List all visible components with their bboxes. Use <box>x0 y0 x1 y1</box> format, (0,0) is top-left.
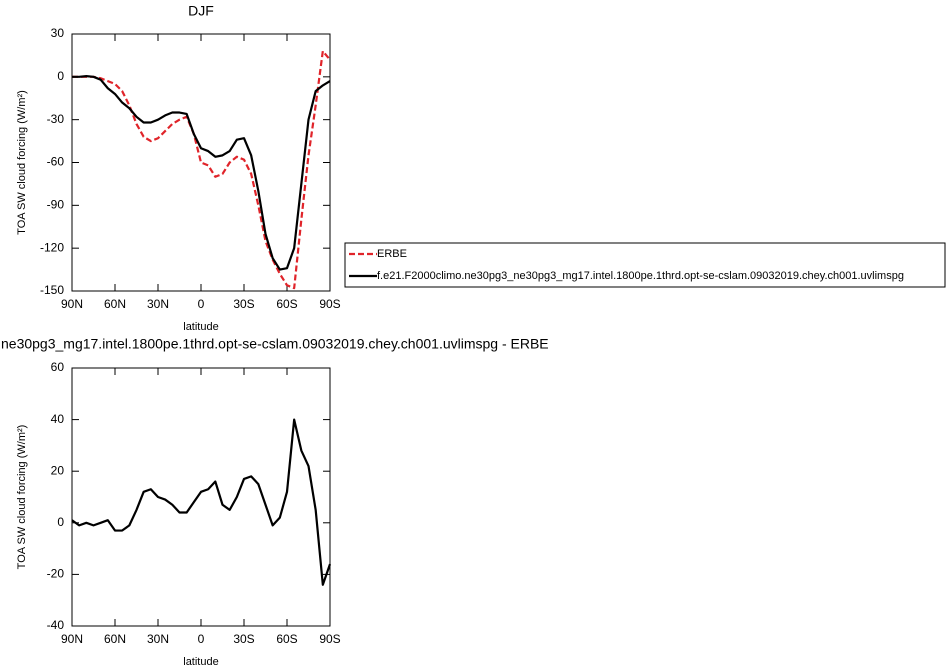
plot-frame <box>71 33 331 292</box>
y-tick-label: -60 <box>47 155 65 169</box>
legend-label: f.e21.F2000climo.ne30pg3_ne30pg3_mg17.in… <box>377 270 904 282</box>
x-tick-label: 90S <box>319 297 340 311</box>
y-tick-label: -90 <box>47 198 65 212</box>
data-line <box>72 75 331 271</box>
legend-label: ERBE <box>377 248 407 260</box>
x-tick-label: 0 <box>198 297 205 311</box>
data-line <box>71 418 332 586</box>
y-tick-label: 0 <box>57 69 64 83</box>
x-tick-label: 30S <box>233 632 254 646</box>
x-tick-label: 60N <box>104 632 126 646</box>
x-tick-label: 30S <box>233 297 254 311</box>
y-tick-label: 20 <box>51 463 65 477</box>
y-tick-label: -30 <box>47 112 65 126</box>
data-line <box>72 50 331 290</box>
y-tick-label: -150 <box>40 283 64 297</box>
x-tick-label: 90N <box>61 632 83 646</box>
chart-title: ne30pg3_mg17.intel.1800pe.1thrd.opt-se-c… <box>1 336 549 352</box>
y-tick-label: 40 <box>51 412 65 426</box>
chart-title: DJF <box>188 3 214 19</box>
x-tick-label: 30N <box>147 297 169 311</box>
x-axis-label: latitude <box>183 321 218 333</box>
plot-frame <box>71 367 331 627</box>
x-tick-label: 90N <box>61 297 83 311</box>
legend-box <box>344 242 946 288</box>
x-tick-label: 60N <box>104 297 126 311</box>
y-tick-label: -40 <box>47 618 65 632</box>
y-tick-label: -120 <box>40 240 64 254</box>
x-tick-label: 90S <box>319 632 340 646</box>
x-axis-label: latitude <box>183 656 218 668</box>
y-axis-label: TOA SW cloud forcing (W/m²) <box>16 90 28 235</box>
y-tick-label: 0 <box>57 515 64 529</box>
x-tick-label: 0 <box>198 632 205 646</box>
y-tick-label: 60 <box>51 360 65 374</box>
y-axis-label: TOA SW cloud forcing (W/m²) <box>16 425 28 570</box>
x-tick-label: 60S <box>276 297 297 311</box>
y-tick-label: 30 <box>51 26 65 40</box>
y-tick-label: -20 <box>47 567 65 581</box>
x-tick-label: 30N <box>147 632 169 646</box>
x-tick-label: 60S <box>276 632 297 646</box>
